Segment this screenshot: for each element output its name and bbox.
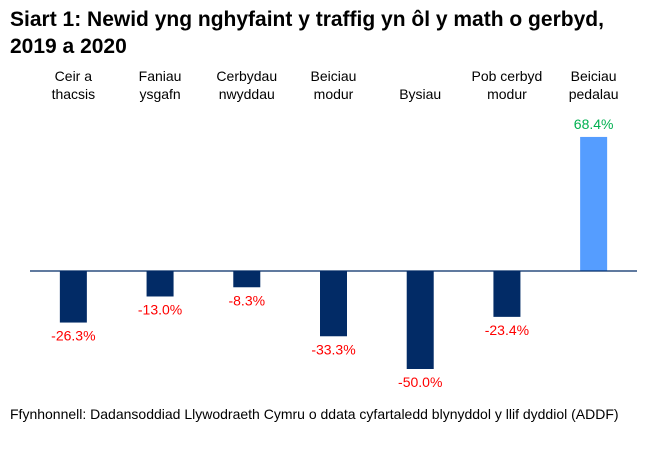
- bar: [493, 271, 521, 317]
- bar: [233, 271, 261, 288]
- category-label: Ceir a: [55, 68, 93, 84]
- category-label: ysgafn: [139, 86, 180, 102]
- category-label: modur: [487, 86, 527, 102]
- category-label: Bysiau: [399, 86, 441, 102]
- data-label: 68.4%: [574, 116, 614, 132]
- chart-title: Siart 1: Newid yng nghyfaint y traffig y…: [10, 8, 604, 58]
- bar: [146, 271, 174, 297]
- category-label: thacsis: [52, 86, 96, 102]
- bar: [580, 136, 608, 271]
- bar: [406, 271, 434, 369]
- category-label: Beiciau: [571, 68, 617, 84]
- data-label: -33.3%: [311, 341, 355, 357]
- data-label: -50.0%: [398, 374, 442, 390]
- category-label: Cerbydau: [216, 68, 277, 84]
- data-label: -26.3%: [51, 328, 95, 344]
- category-label: Pob cerbyd: [472, 68, 543, 84]
- bar: [59, 271, 87, 323]
- bar: [320, 271, 347, 337]
- category-label: modur: [314, 86, 354, 102]
- category-label: Beiciau: [311, 68, 357, 84]
- category-label: nwyddau: [219, 86, 275, 102]
- category-label: Faniau: [139, 68, 182, 84]
- data-label: -23.4%: [485, 322, 529, 338]
- source-note: Ffynhonnell: Dadansoddiad Llywodraeth Cy…: [10, 406, 619, 422]
- category-label: pedalau: [569, 86, 619, 102]
- data-label: -8.3%: [228, 292, 265, 308]
- data-label: -13.0%: [138, 301, 182, 317]
